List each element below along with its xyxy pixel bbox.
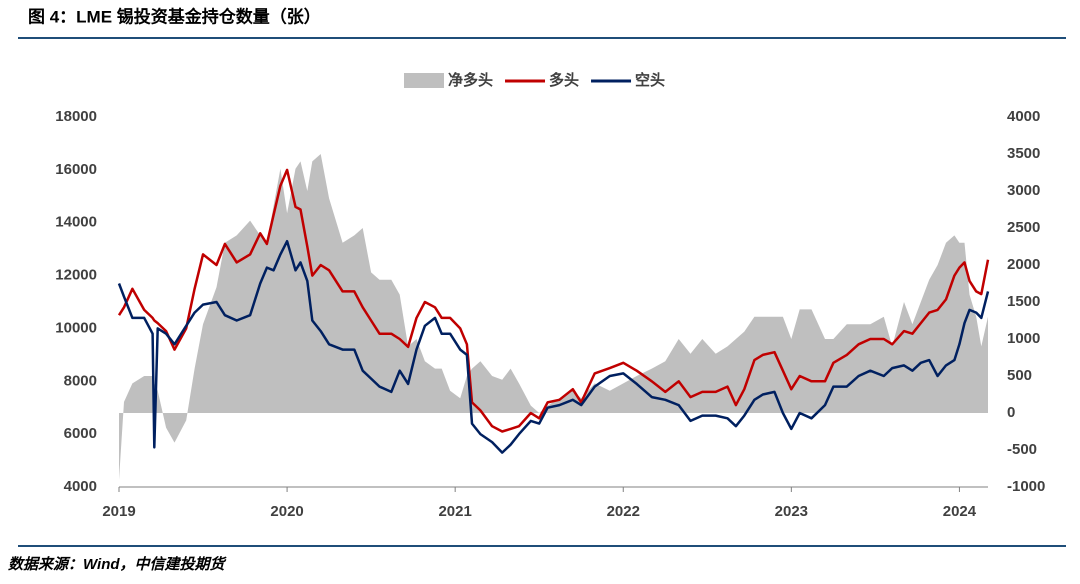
legend-swatch [404,73,444,88]
x-tick-label: 2020 [270,503,303,520]
line [117,168,990,433]
y2-tick-label: 0 [1007,404,1015,421]
y-tick-label: 12000 [55,267,97,284]
y2-tick-label: 2000 [1007,256,1040,273]
y2-tick-label: 1500 [1007,293,1040,310]
y2-tick-label: 3000 [1007,182,1040,199]
y-tick-label: 16000 [55,161,97,178]
y2-tick-label: 4000 [1007,108,1040,125]
source-note: 数据来源：Wind，中信建投期货 [8,555,228,573]
y2-tick-label: 2500 [1007,219,1040,236]
y2-tick-label: 500 [1007,367,1032,384]
y-tick-label: 14000 [55,214,97,231]
y-tick-label: 18000 [55,108,97,125]
x-tick-label: 2022 [607,503,640,520]
y2-tick-label: 1000 [1007,330,1040,347]
x-tick-label: 2019 [102,503,135,520]
y-tick-label: 10000 [55,319,97,336]
y2-tick-label: 3500 [1007,145,1040,162]
x-tick-label: 2024 [943,503,977,520]
y-tick-label: 4000 [64,478,97,495]
y2-tick-label: -500 [1007,441,1037,458]
x-tick-label: 2023 [775,503,808,520]
chart-title: 图 4：LME 锡投资基金持仓数量（张） [28,6,321,26]
legend-label: 空头 [635,71,665,89]
legend-label: 多头 [549,71,579,89]
y2-tick-label: -1000 [1007,478,1045,495]
line [117,239,990,454]
y-tick-label: 6000 [64,425,97,442]
y-tick-label: 8000 [64,372,97,389]
area [119,154,988,480]
x-tick-label: 2021 [438,503,471,520]
legend-label: 净多头 [448,71,493,89]
